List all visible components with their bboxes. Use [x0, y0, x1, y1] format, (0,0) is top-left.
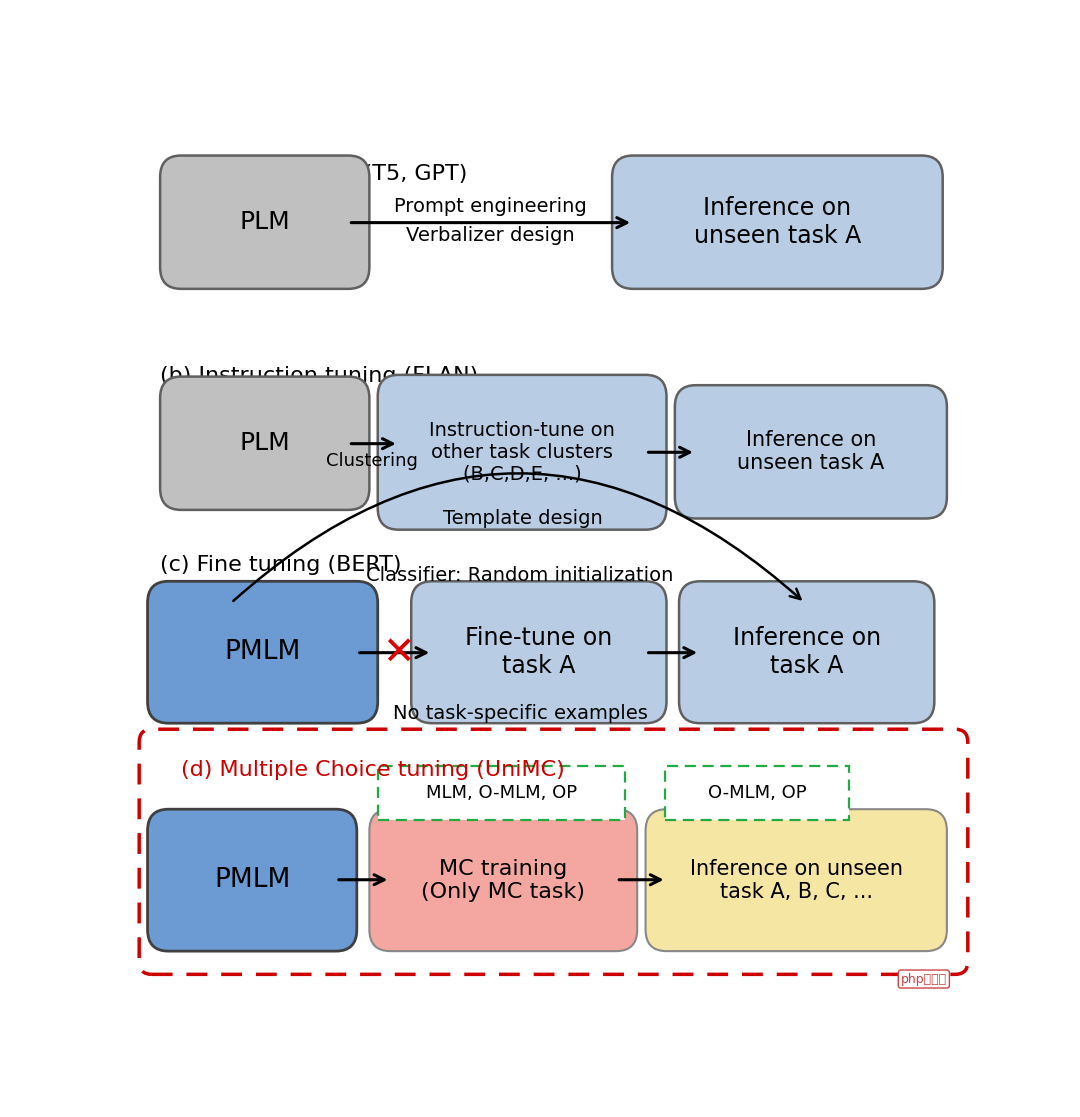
FancyBboxPatch shape — [675, 385, 947, 518]
Text: ✕: ✕ — [382, 633, 415, 671]
Text: (a) Prompt tuning (T5, GPT): (a) Prompt tuning (T5, GPT) — [160, 164, 468, 184]
FancyBboxPatch shape — [378, 375, 666, 529]
Text: PMLM: PMLM — [214, 867, 291, 894]
FancyArrowPatch shape — [233, 474, 800, 601]
Text: MLM, O-MLM, OP: MLM, O-MLM, OP — [426, 784, 577, 802]
Text: Inference on
unseen task A: Inference on unseen task A — [693, 197, 861, 248]
Text: PLM: PLM — [240, 210, 291, 235]
FancyBboxPatch shape — [139, 729, 968, 974]
Text: (c) Fine tuning (BERT): (c) Fine tuning (BERT) — [160, 555, 402, 575]
FancyBboxPatch shape — [665, 766, 849, 820]
Text: PLM: PLM — [240, 431, 291, 456]
FancyBboxPatch shape — [369, 809, 637, 952]
Text: Classifier: Random initialization: Classifier: Random initialization — [366, 566, 674, 585]
Text: Inference on unseen
task A, B, C, ...: Inference on unseen task A, B, C, ... — [690, 859, 903, 901]
Text: O-MLM, OP: O-MLM, OP — [707, 784, 806, 802]
FancyBboxPatch shape — [148, 581, 378, 723]
FancyBboxPatch shape — [160, 155, 369, 289]
Text: Instruction-tune on
other task clusters
(B,C,D,E, ...): Instruction-tune on other task clusters … — [429, 421, 615, 484]
FancyBboxPatch shape — [646, 809, 947, 952]
Text: No task-specific examples: No task-specific examples — [393, 704, 647, 723]
Text: Inference on
unseen task A: Inference on unseen task A — [738, 430, 885, 474]
FancyBboxPatch shape — [160, 376, 369, 509]
FancyBboxPatch shape — [612, 155, 943, 289]
Text: (d) Multiple Choice tuning (UniMC): (d) Multiple Choice tuning (UniMC) — [181, 761, 565, 780]
Text: Inference on
task A: Inference on task A — [732, 627, 881, 678]
FancyBboxPatch shape — [378, 766, 624, 820]
Text: PMLM: PMLM — [225, 639, 301, 666]
Text: (b) Instruction tuning (FLAN): (b) Instruction tuning (FLAN) — [160, 366, 478, 386]
Text: Verbalizer design: Verbalizer design — [406, 226, 575, 245]
Text: Fine-tune on
task A: Fine-tune on task A — [465, 627, 612, 678]
FancyBboxPatch shape — [148, 809, 356, 952]
Text: Prompt engineering: Prompt engineering — [394, 197, 588, 216]
FancyBboxPatch shape — [411, 581, 666, 723]
Text: Clustering: Clustering — [326, 452, 418, 470]
Text: MC training
(Only MC task): MC training (Only MC task) — [421, 859, 585, 901]
Text: Template design: Template design — [443, 509, 603, 528]
FancyBboxPatch shape — [679, 581, 934, 723]
Text: php中文网: php中文网 — [901, 973, 947, 985]
